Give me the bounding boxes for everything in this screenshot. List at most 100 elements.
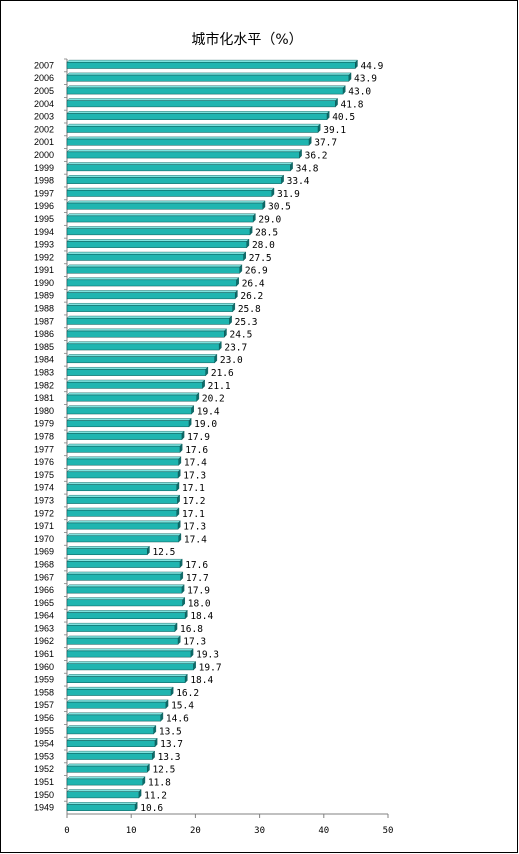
y-tick-label: 1955 [34,726,54,736]
bar [66,612,186,620]
bar-top-face [66,367,209,370]
data-label: 19.7 [199,662,222,673]
bar [66,471,179,479]
bar [66,548,148,556]
bar [66,445,181,453]
bar [66,727,154,735]
y-tick-label: 1949 [34,803,54,813]
bar-top-face [66,699,169,703]
bar-top-face [66,111,330,114]
bar [66,689,172,696]
y-tick-label: 1950 [34,790,54,800]
bar-top-face [66,85,346,89]
data-label: 13.5 [159,726,182,737]
bar [66,458,179,466]
bar-top-face [66,546,150,549]
y-tick-label: 1978 [34,432,54,442]
bar [66,202,264,210]
y-tick-label: 1984 [34,355,54,365]
y-tick-label: 1995 [34,214,54,224]
y-tick-label: 1997 [34,188,54,198]
data-label: 13.3 [158,752,181,763]
y-tick-label: 2001 [34,137,54,147]
data-label: 20.2 [202,394,225,405]
data-label: 16.8 [180,624,203,635]
data-label: 44.9 [360,61,383,72]
bar [66,804,136,811]
bar-top-face [66,431,185,434]
bar-top-face [66,443,183,447]
bar [66,573,181,581]
bar-top-face [66,226,253,229]
bar-top-face [66,482,180,485]
bar [66,343,220,351]
bar-top-face [66,162,294,165]
data-label: 26.2 [240,291,263,302]
bar [66,509,178,517]
bar [66,407,192,415]
data-label: 17.4 [184,458,207,469]
y-tick-label: 1994 [34,227,54,237]
bar [66,561,181,568]
x-tick-label: 20 [190,826,201,836]
bar-top-face [66,290,238,293]
bar [66,701,167,709]
y-tick-label: 1959 [34,675,54,685]
bar [66,484,178,492]
bar-top-face [66,123,321,127]
x-tick-label: 30 [254,826,265,836]
bar [66,676,186,683]
bar-top-face [66,712,164,716]
data-label: 11.8 [148,778,171,789]
bar [66,62,356,69]
data-label: 37.7 [314,138,337,149]
bar [66,356,215,364]
bar-top-face [66,597,186,600]
bar [66,164,291,172]
data-label: 30.5 [268,202,291,213]
data-label: 15.4 [171,701,194,712]
y-tick-label: 1972 [34,508,54,518]
bar-top-face [66,635,181,639]
bar [66,740,156,747]
data-label: 19.0 [194,419,217,430]
bar [66,420,190,428]
x-tick-label: 50 [383,826,394,836]
y-tick-label: 1985 [34,342,54,352]
bar [66,266,240,274]
bar [66,87,344,95]
data-label: 43.0 [348,86,371,97]
bar [66,330,225,338]
bar [66,292,236,300]
data-label: 17.3 [183,522,206,533]
bar-top-face [66,507,180,511]
bar-top-face [66,251,247,255]
bar [66,369,206,376]
y-tick-label: 2007 [34,60,54,70]
y-tick-label: 1998 [34,176,54,186]
data-label: 27.5 [249,253,272,264]
bar [66,522,179,530]
data-label: 11.2 [144,790,167,801]
y-tick-label: 2000 [34,150,54,160]
y-tick-label: 1981 [34,393,54,403]
y-tick-label: 1957 [34,700,54,710]
bar-top-face [66,59,358,63]
y-tick-label: 1970 [34,534,54,544]
bar-top-face [66,763,150,767]
bar [66,228,251,236]
bar-top-face [66,418,192,421]
bar [66,433,183,440]
data-label: 17.6 [185,445,208,456]
data-label: 23.7 [224,342,247,353]
bar-top-face [66,136,312,140]
bar-top-face [66,661,197,664]
data-label: 41.8 [341,99,364,110]
bar [66,778,144,786]
y-tick-label: 1966 [34,585,54,595]
data-label: 33.4 [287,176,310,187]
bar [66,535,179,543]
data-label: 29.0 [258,214,281,225]
data-label: 17.4 [184,534,207,545]
bar-top-face [66,354,218,357]
